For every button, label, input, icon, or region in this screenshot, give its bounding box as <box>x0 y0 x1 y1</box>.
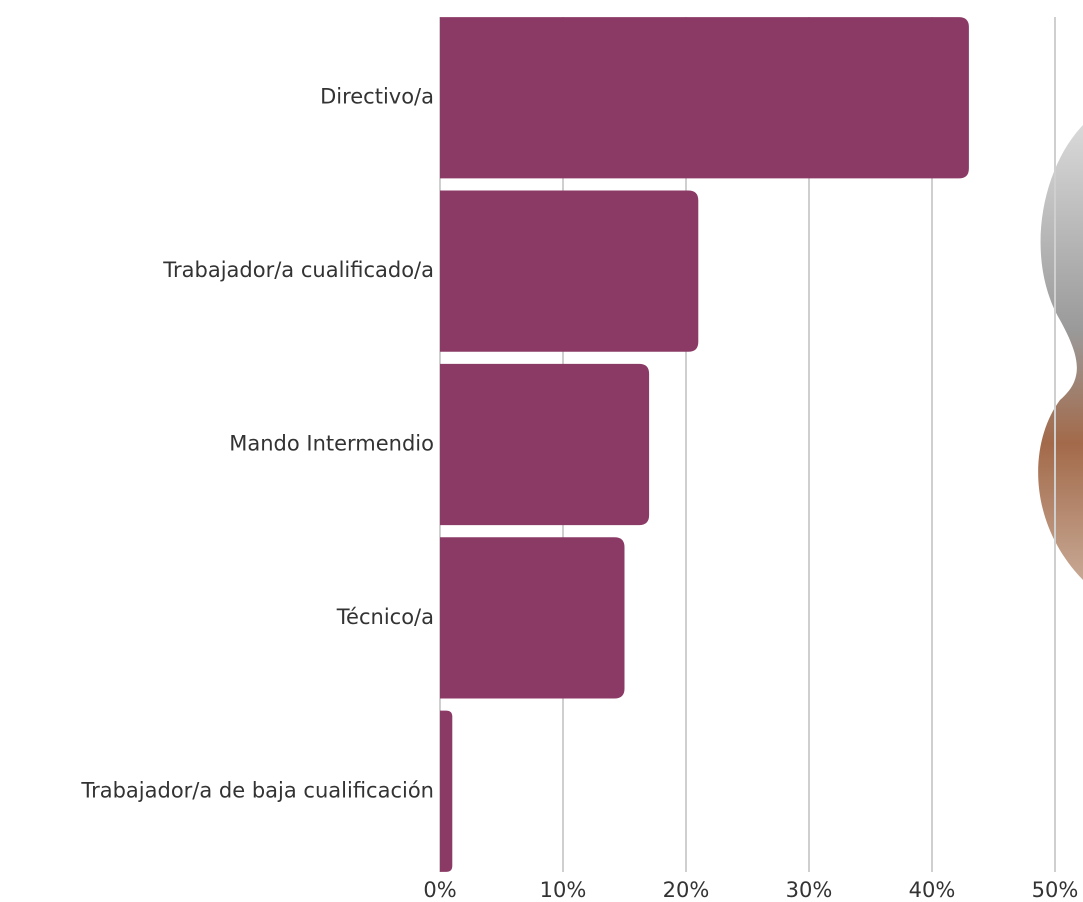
y-tick-label: Directivo/a <box>320 85 434 109</box>
x-tick-label: 0% <box>423 878 456 902</box>
x-tick-label: 10% <box>540 878 587 902</box>
page: 0% 10% 20% 30% 40% 50% Directivo/a Trabajador/a… <box>0 0 1083 902</box>
y-tick-label: Trabajador/a de baja cualificación <box>80 778 434 802</box>
bar <box>440 190 698 351</box>
x-tick-label: 50% <box>1032 878 1079 902</box>
bar <box>440 711 452 872</box>
bar <box>440 17 969 178</box>
y-tick-label: Trabajador/a cualificado/a <box>162 258 434 282</box>
y-tick-label: Mando Intermendio <box>229 432 434 456</box>
bar <box>440 537 625 698</box>
chart: 0% 10% 20% 30% 40% 50% Directivo/a Trabajador/a… <box>0 0 1083 902</box>
x-tick-label: 20% <box>663 878 710 902</box>
x-tick-label: 40% <box>909 878 956 902</box>
y-tick-label: Técnico/a <box>336 605 434 629</box>
bar <box>440 364 649 525</box>
x-tick-label: 30% <box>786 878 833 902</box>
decorative-photo <box>1038 125 1083 580</box>
bars <box>440 17 969 872</box>
